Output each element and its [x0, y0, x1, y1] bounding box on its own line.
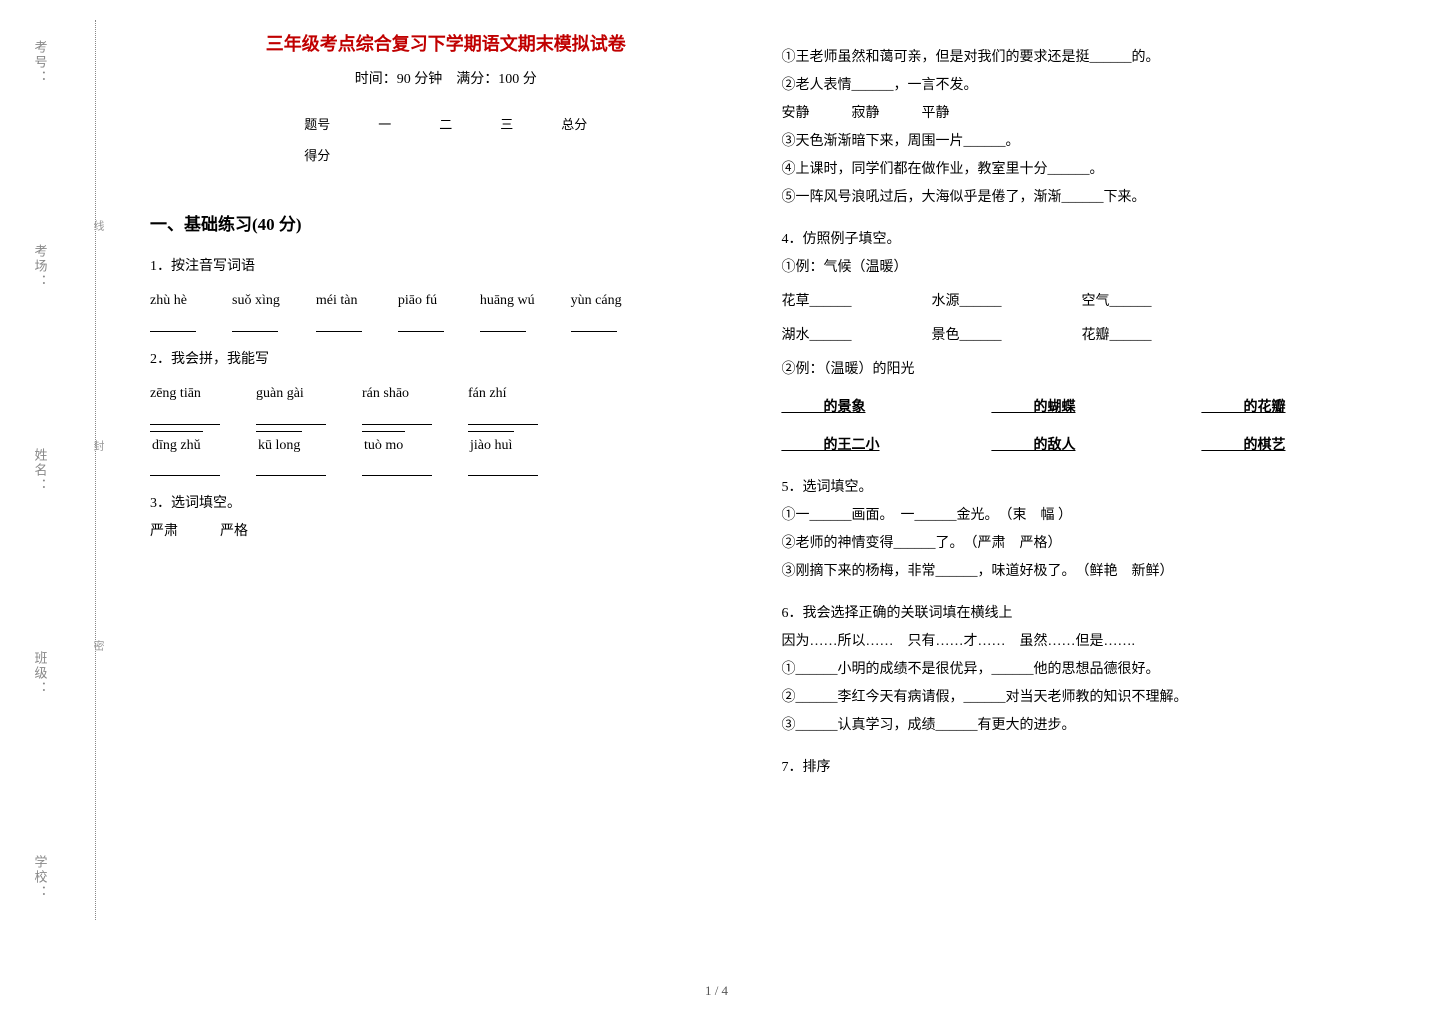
pinyin: suǒ xìng [232, 287, 280, 315]
q4-fill: ______的蝴蝶 [992, 394, 1142, 422]
answer-blank[interactable] [468, 408, 538, 425]
right-column: ①王老师虽然和蔼可亲，但是对我们的要求还是挺______的。 ②老人表情____… [762, 30, 1394, 1001]
q4-fill: ______的棋艺 [1202, 432, 1352, 460]
answer-blank[interactable] [150, 408, 220, 425]
q3-wordpair: 严肃 严格 [150, 518, 742, 546]
pinyin: tuò mo [362, 431, 405, 460]
pinyin: rán shāo [362, 380, 409, 408]
answer-blank[interactable] [316, 315, 362, 332]
q1-stem: 1．按注音写词语 [150, 253, 742, 281]
question-1: 1．按注音写词语 zhù hè suǒ xìng méi tàn piāo fú… [150, 253, 742, 332]
exam-title: 三年级考点综合复习下学期语文期末模拟试卷 [150, 30, 742, 56]
pinyin: zēng tiān [150, 380, 201, 408]
q5-stem: 5．选词填空。 [782, 474, 1374, 502]
left-column: 三年级考点综合复习下学期语文期末模拟试卷 时间：90 分钟 满分：100 分 题… [130, 30, 762, 1001]
answer-blank[interactable] [232, 315, 278, 332]
pinyin: zhù hè [150, 287, 187, 315]
question-7: 7．排序 [782, 754, 1374, 782]
question-2: 2．我会拼，我能写 zēng tiān guàn gài rán shāo fá… [150, 346, 742, 477]
q6-line: ②______李红今天有病请假，______对当天老师教的知识不理解。 [782, 684, 1374, 712]
q4-item: 空气______ [1082, 288, 1152, 316]
q5-line: ③刚摘下来的杨梅，非常______，味道好极了。 （鲜艳 新鲜） [782, 558, 1374, 586]
score-cell: 得分 [280, 139, 354, 170]
q4-item: 景色______ [932, 322, 1002, 350]
content-area: 三年级考点综合复习下学期语文期末模拟试卷 时间：90 分钟 满分：100 分 题… [80, 0, 1433, 1011]
q4-fill: ______的敌人 [992, 432, 1142, 460]
section-heading: 一、基础练习(40 分) [150, 210, 742, 235]
binding-label: 考场： [31, 244, 50, 289]
pinyin: guàn gài [256, 380, 304, 408]
answer-blank[interactable] [480, 315, 526, 332]
q4-item: 花瓣______ [1082, 322, 1152, 350]
answer-blank[interactable] [256, 460, 326, 477]
q5-line: ②老师的神情变得______了。 （严肃 严格） [782, 530, 1374, 558]
q3-line: ②老人表情______，一言不发。 [782, 72, 1374, 100]
q4-item: 水源______ [932, 288, 1002, 316]
seal-char: 密 [90, 640, 106, 651]
question-5: 5．选词填空。 ①一______画面。 一______金光。 （束 幅 ） ②老… [782, 474, 1374, 586]
q3-stem: 3．选词填空。 [150, 490, 742, 518]
exam-subtitle: 时间：90 分钟 满分：100 分 [150, 68, 742, 88]
q3-line: ⑤一阵风号浪吼过后，大海似乎是倦了，渐渐______下来。 [782, 184, 1374, 212]
pinyin: méi tàn [316, 287, 358, 315]
q3-line: ④上课时，同学们都在做作业，教室里十分______。 [782, 156, 1374, 184]
pinyin: fán zhí [468, 380, 506, 408]
binding-label: 姓名： [31, 448, 50, 493]
score-cell: 总分 [537, 108, 611, 139]
answer-blank[interactable] [150, 460, 220, 477]
q6-line: ③______认真学习，成绩______有更大的进步。 [782, 712, 1374, 740]
q5-line: ①一______画面。 一______金光。 （束 幅 ） [782, 502, 1374, 530]
q4-fill: ______的景象 [782, 394, 932, 422]
answer-blank[interactable] [362, 460, 432, 477]
score-table: 题号 一 二 三 总分 得分 [280, 108, 611, 170]
pinyin: yùn cáng [571, 287, 622, 315]
answer-blank[interactable] [150, 315, 196, 332]
seal-char: 线 [90, 220, 106, 231]
question-4: 4．仿照例子填空。 ①例：气候（温暖） 花草______ 水源______ 空气… [782, 226, 1374, 460]
answer-blank[interactable] [398, 315, 444, 332]
q4-item: 湖水______ [782, 322, 852, 350]
q3-line: ①王老师虽然和蔼可亲，但是对我们的要求还是挺______的。 [782, 44, 1374, 72]
q6-stem: 6．我会选择正确的关联词填在横线上 [782, 600, 1374, 628]
answer-blank[interactable] [571, 315, 617, 332]
binding-margin: 考号： 考场： 姓名： 班级： 学校： [0, 0, 80, 900]
score-cell: 一 [354, 108, 415, 139]
pinyin: piāo fú [398, 287, 437, 315]
answer-blank[interactable] [468, 460, 538, 477]
answer-blank[interactable] [362, 408, 432, 425]
question-6: 6．我会选择正确的关联词填在横线上 因为……所以…… 只有……才…… 虽然……但… [782, 600, 1374, 740]
question-3: 3．选词填空。 严肃 严格 [150, 490, 742, 546]
q4-example: ①例：气候（温暖） [782, 254, 1374, 282]
q2-stem: 2．我会拼，我能写 [150, 346, 742, 374]
pinyin: kū long [256, 431, 302, 460]
q4-example: ②例：（温暖）的阳光 [782, 356, 1374, 384]
binding-label: 学校： [31, 855, 50, 900]
pinyin: dīng zhǔ [150, 431, 203, 460]
q4-stem: 4．仿照例子填空。 [782, 226, 1374, 254]
q6-line: ①______小明的成绩不是很优异，______他的思想品德很好。 [782, 656, 1374, 684]
seal-char: 封 [90, 440, 106, 451]
page-number: 1 / 4 [0, 983, 1433, 999]
pinyin: jiào huì [468, 431, 514, 460]
binding-label: 班级： [31, 651, 50, 696]
q6-options: 因为……所以…… 只有……才…… 虽然……但是……. [782, 628, 1374, 656]
binding-dashed-line [95, 20, 96, 920]
q4-fill: ______的王二小 [782, 432, 932, 460]
question-3-cont: ①王老师虽然和蔼可亲，但是对我们的要求还是挺______的。 ②老人表情____… [782, 44, 1374, 212]
binding-label: 考号： [31, 40, 50, 85]
score-cell: 二 [415, 108, 476, 139]
q3-wordpair: 安静 寂静 平静 [782, 100, 1374, 128]
score-cell: 题号 [280, 108, 354, 139]
q4-item: 花草______ [782, 288, 852, 316]
score-cell: 三 [476, 108, 537, 139]
q3-line: ③天色渐渐暗下来，周围一片______。 [782, 128, 1374, 156]
q7-stem: 7．排序 [782, 754, 1374, 782]
q4-fill: ______的花瓣 [1202, 394, 1352, 422]
answer-blank[interactable] [256, 408, 326, 425]
pinyin: huāng wú [480, 287, 535, 315]
